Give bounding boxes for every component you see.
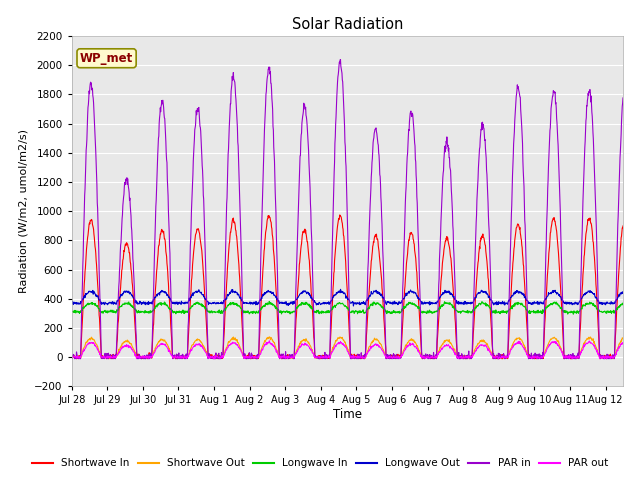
X-axis label: Time: Time [333, 408, 362, 421]
Title: Solar Radiation: Solar Radiation [292, 17, 403, 32]
Y-axis label: Radiation (W/m2, umol/m2/s): Radiation (W/m2, umol/m2/s) [19, 129, 29, 293]
Text: WP_met: WP_met [80, 52, 133, 65]
Legend: Shortwave In, Shortwave Out, Longwave In, Longwave Out, PAR in, PAR out: Shortwave In, Shortwave Out, Longwave In… [28, 454, 612, 472]
